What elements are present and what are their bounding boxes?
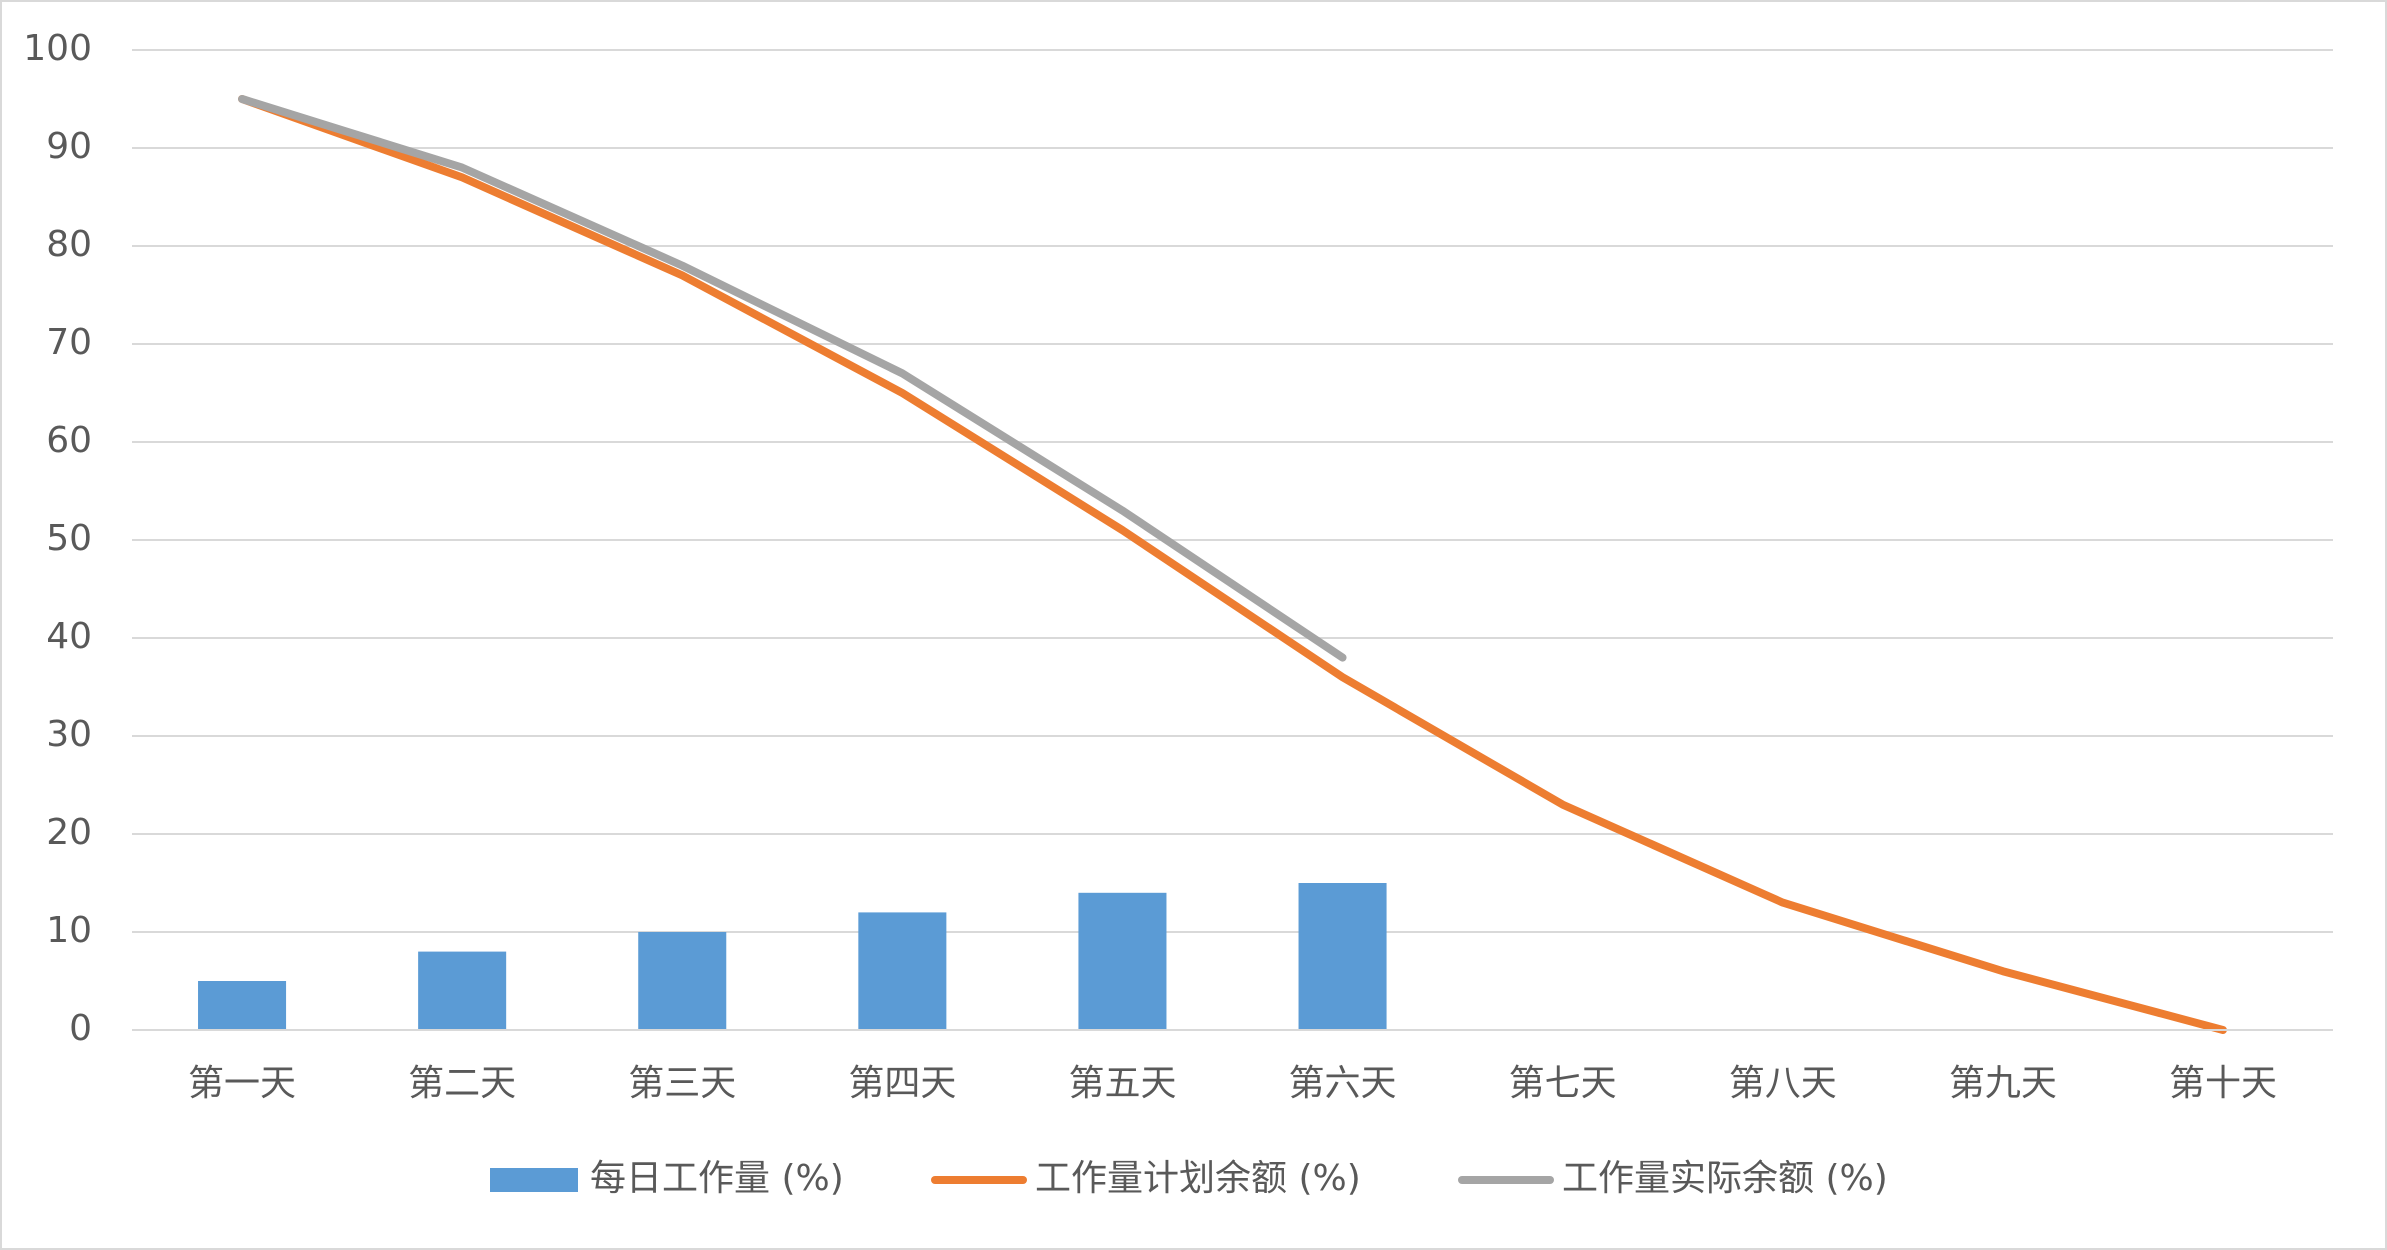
x-tick-label: 第五天 bbox=[1068, 1063, 1176, 1104]
x-tick-label: 第八天 bbox=[1729, 1063, 1837, 1104]
bar bbox=[198, 981, 287, 1030]
y-tick-label: 30 bbox=[46, 714, 92, 755]
bar bbox=[418, 951, 507, 1030]
x-tick-label: 第六天 bbox=[1289, 1063, 1397, 1104]
y-tick-label: 50 bbox=[46, 518, 92, 559]
legend-swatch bbox=[490, 1168, 578, 1192]
bar bbox=[858, 912, 947, 1030]
legend-label: 工作量计划余额 (%) bbox=[1035, 1158, 1361, 1199]
y-tick-label: 80 bbox=[46, 224, 92, 265]
bar bbox=[1298, 883, 1387, 1030]
y-tick-label: 90 bbox=[46, 126, 92, 167]
x-tick-label: 第十天 bbox=[2169, 1063, 2277, 1104]
x-tick-label: 第九天 bbox=[1949, 1063, 2057, 1104]
y-tick-label: 70 bbox=[46, 322, 92, 363]
x-tick-label: 第一天 bbox=[188, 1063, 296, 1104]
legend-label: 工作量实际余额 (%) bbox=[1562, 1158, 1888, 1199]
legend-label: 每日工作量 (%) bbox=[590, 1158, 844, 1199]
x-tick-label: 第三天 bbox=[628, 1063, 736, 1104]
x-tick-label: 第四天 bbox=[848, 1063, 956, 1104]
y-tick-label: 60 bbox=[46, 420, 92, 461]
y-tick-label: 0 bbox=[69, 1008, 92, 1049]
line bbox=[238, 95, 1347, 662]
y-tick-label: 10 bbox=[46, 910, 92, 951]
x-tick-label: 第七天 bbox=[1509, 1063, 1617, 1104]
y-tick-label: 20 bbox=[46, 812, 92, 853]
line bbox=[238, 95, 2227, 1034]
x-tick-label: 第二天 bbox=[408, 1063, 516, 1104]
y-tick-label: 40 bbox=[46, 616, 92, 657]
y-tick-label: 100 bbox=[23, 28, 92, 69]
bar bbox=[638, 932, 727, 1030]
bar bbox=[1078, 892, 1167, 1030]
